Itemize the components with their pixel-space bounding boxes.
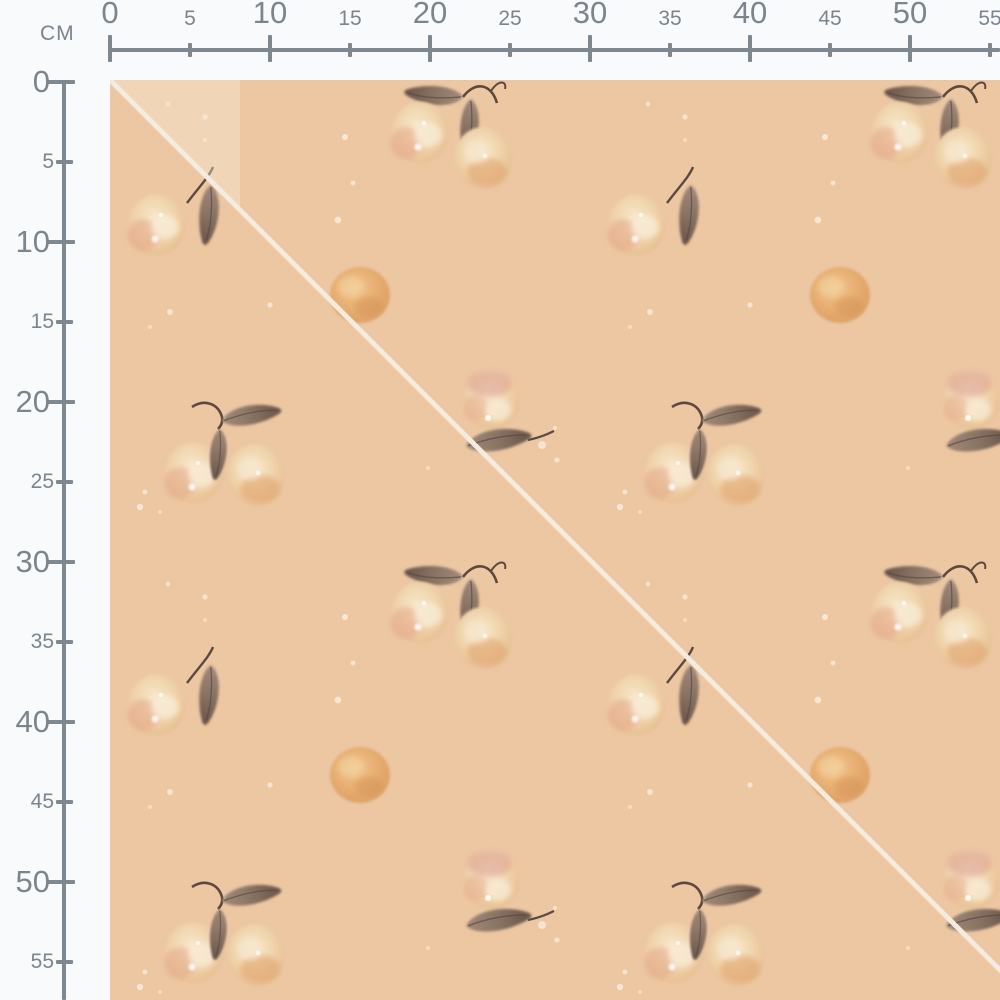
- horizontal-ruler-line: [108, 48, 1000, 52]
- v-ruler-label: 20: [15, 384, 50, 419]
- v-ruler-tick: [56, 640, 73, 644]
- h-ruler-label: 50: [892, 0, 928, 30]
- h-ruler-label: 45: [818, 7, 842, 30]
- v-ruler-tick: [56, 800, 73, 804]
- v-ruler-tick: [47, 720, 75, 724]
- peach-pattern-artwork: [110, 80, 1000, 1000]
- h-ruler-label: 10: [252, 0, 288, 30]
- h-ruler-tick: [828, 43, 832, 57]
- h-ruler-tick: [908, 35, 912, 62]
- v-ruler-tick: [56, 320, 73, 324]
- h-ruler-tick: [508, 43, 512, 57]
- v-ruler-tick: [56, 160, 73, 164]
- h-ruler-label: 15: [338, 7, 362, 30]
- v-ruler-label: 55: [30, 950, 54, 973]
- fabric-pattern-fill: [110, 80, 1000, 1000]
- h-ruler-tick: [428, 35, 432, 62]
- v-ruler-label: 45: [30, 790, 54, 813]
- h-ruler-label: 5: [184, 7, 196, 30]
- h-ruler-label: 35: [658, 7, 682, 30]
- h-ruler-tick: [588, 35, 592, 62]
- v-ruler-tick: [56, 960, 73, 964]
- h-ruler-tick: [988, 43, 992, 57]
- h-ruler-tick: [268, 35, 272, 62]
- seam-diagonal-line: [110, 80, 1000, 974]
- v-ruler-tick: [47, 560, 75, 564]
- h-ruler-tick: [668, 43, 672, 57]
- v-ruler-label: 5: [42, 150, 54, 173]
- v-ruler-label: 40: [15, 704, 50, 739]
- v-ruler-label: 15: [30, 310, 54, 333]
- h-ruler-tick: [188, 43, 192, 57]
- v-ruler-label: 50: [15, 864, 50, 899]
- h-ruler-tick: [108, 35, 112, 62]
- v-ruler-tick: [47, 880, 75, 884]
- v-ruler-tick: [47, 240, 75, 244]
- v-ruler-tick: [47, 80, 75, 84]
- h-ruler-label: 30: [572, 0, 608, 30]
- v-ruler-label: 25: [30, 470, 54, 493]
- h-ruler-label: 0: [101, 0, 119, 30]
- ruler-unit-label: CM: [40, 22, 75, 45]
- vertical-ruler-line: [62, 80, 66, 1000]
- h-ruler-tick: [348, 43, 352, 57]
- fabric-preview[interactable]: [110, 80, 1000, 1000]
- v-ruler-tick: [47, 400, 75, 404]
- h-ruler-label: 40: [732, 0, 768, 30]
- h-ruler-label: 25: [498, 7, 522, 30]
- h-ruler-tick: [748, 35, 752, 62]
- v-ruler-label: 30: [15, 544, 50, 579]
- v-ruler-label: 10: [15, 224, 50, 259]
- h-ruler-label: 20: [412, 0, 448, 30]
- h-ruler-label: 55: [978, 7, 1000, 30]
- v-ruler-label: 35: [30, 630, 54, 653]
- v-ruler-tick: [56, 480, 73, 484]
- v-ruler-label: 0: [32, 64, 50, 99]
